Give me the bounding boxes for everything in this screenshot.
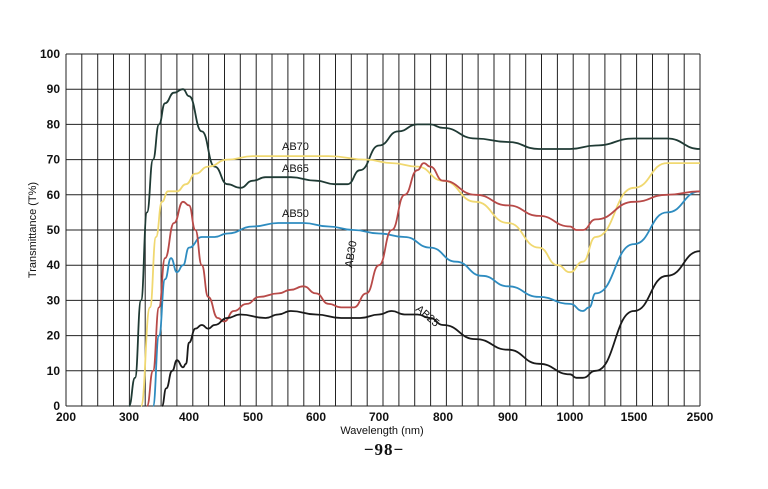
y-tick-label: 10	[47, 364, 61, 378]
y-axis-title: Transmittance (T%)	[27, 182, 39, 278]
x-tick-label: 200	[56, 410, 76, 424]
y-tick-label: 70	[47, 153, 61, 167]
y-tick-label: 60	[47, 188, 61, 202]
series-line-ab25	[161, 250, 701, 407]
y-tick-label: 20	[47, 329, 61, 343]
x-tick-label: 600	[306, 410, 326, 424]
y-tick-label: 30	[47, 293, 61, 307]
curve-label-ab50: AB50	[282, 208, 309, 220]
chart-series	[128, 88, 701, 407]
x-tick-label: 1000	[557, 410, 584, 424]
series-line-ab65	[140, 155, 700, 407]
x-tick-label: 700	[369, 410, 389, 424]
y-tick-label: 80	[47, 117, 61, 131]
axis-ticks: 200 300 400 500 600 700 800 900 1000 1500 2500 0 10 2…	[40, 47, 714, 424]
x-tick-label: 2500	[687, 410, 714, 424]
series-line-ab50	[152, 190, 701, 407]
x-tick-label: 300	[119, 410, 139, 424]
y-tick-label: 0	[53, 399, 60, 413]
curve-label-ab70: AB70	[282, 141, 309, 153]
y-tick-label: 40	[47, 258, 61, 272]
series-line-ab30	[146, 162, 701, 407]
x-tick-label: 400	[179, 410, 199, 424]
x-tick-label: 900	[498, 410, 518, 424]
series-line-ab70	[128, 88, 701, 407]
page-number: −98−	[363, 440, 405, 459]
y-tick-label: 90	[47, 82, 61, 96]
y-tick-label: 50	[47, 223, 61, 237]
x-tick-label: 500	[243, 410, 263, 424]
curve-label-ab65: AB65	[282, 163, 309, 175]
curve-label-ab25: AB25	[413, 303, 441, 329]
x-tick-label: 800	[433, 410, 453, 424]
curve-label-ab30: AB30	[343, 240, 359, 269]
chart-grid	[65, 53, 701, 407]
x-tick-label: 1500	[621, 410, 648, 424]
y-tick-label: 100	[40, 47, 60, 61]
x-axis-title: Wavelength (nm)	[340, 425, 423, 437]
